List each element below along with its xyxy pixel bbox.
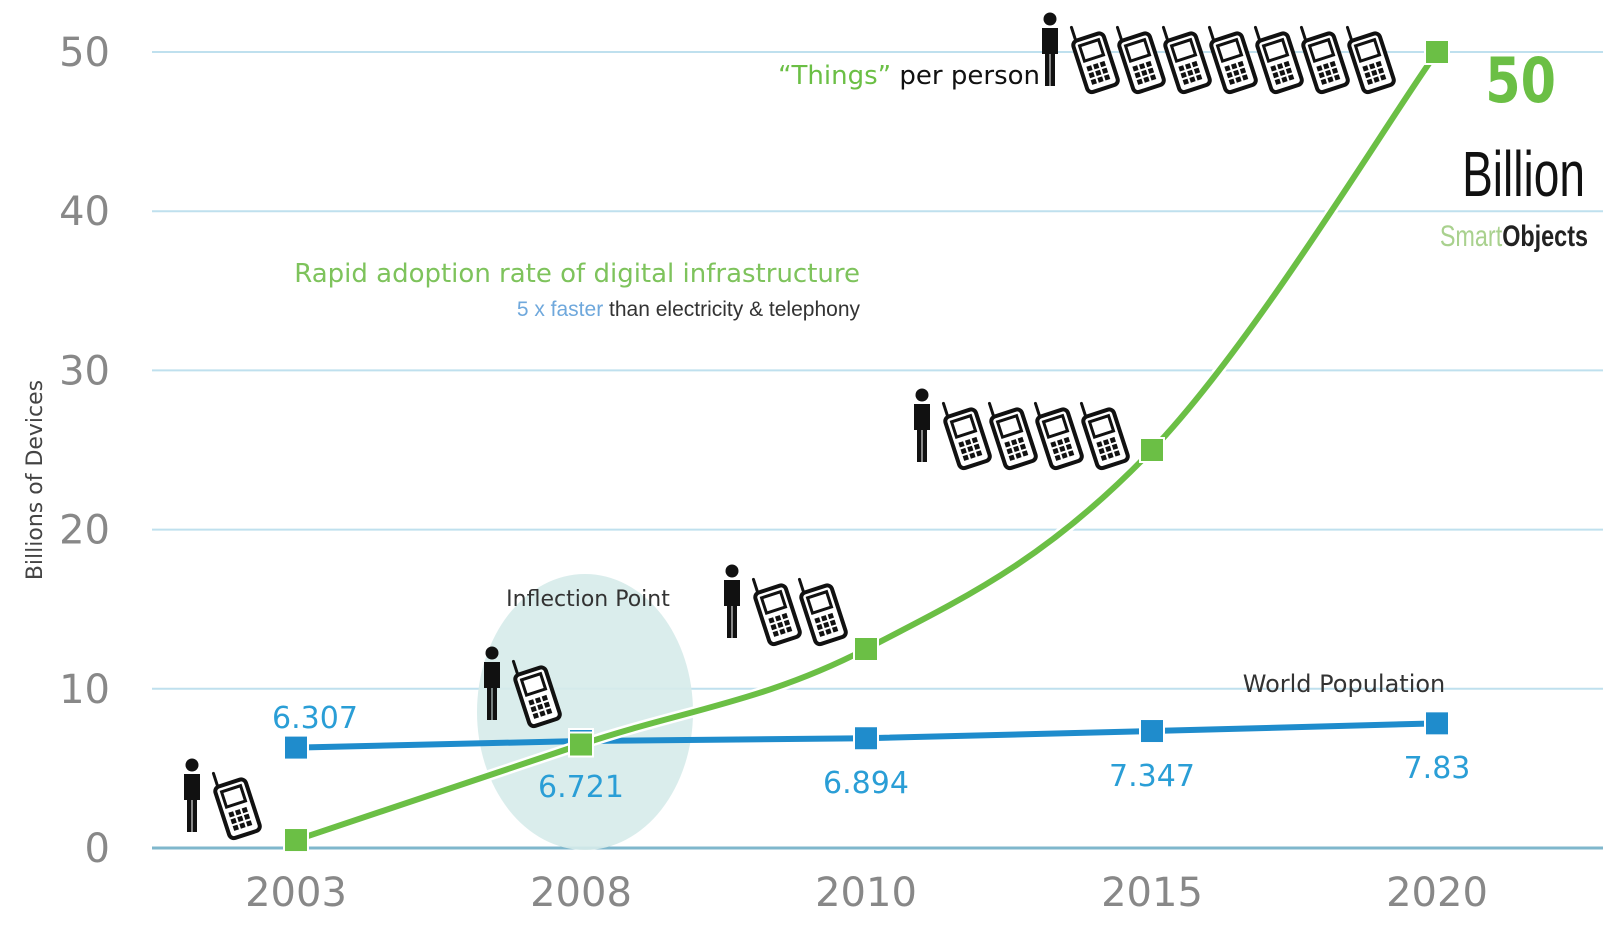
rapid-adoption-label: Rapid adoption rate of digital infrastru… [294,259,860,289]
icons-layer [184,12,1396,841]
world-population-point [283,734,309,761]
y-tick-label: 30 [59,348,110,394]
world-population-data-label: 6.307 [272,701,358,736]
x-tick-label: 2010 [815,870,917,916]
x-tick-label: 2003 [245,870,347,916]
big-number: 50 [1485,45,1556,117]
faster-label: 5 x faster than electricity & telephony [517,298,861,321]
world-population-point [1139,718,1165,745]
y-axis-label: Billions of Devices [23,380,48,580]
phone-icon [751,577,802,647]
phone-icon [941,401,992,471]
faster-text: 5 x faster [517,298,603,321]
phone-icon [1345,25,1396,95]
objects-text: Objects [1502,219,1588,252]
phone-icon [1207,25,1258,95]
inflection-point-highlight [477,574,693,850]
phone-icon [797,577,848,647]
device-point [283,827,309,854]
things-open-quote: “ [778,61,791,91]
series-layer: 6.307 6.721 6.894 7.347 7.83 [272,39,1471,854]
y-tick-label: 40 [59,189,110,235]
x-tick-label: 2020 [1386,870,1488,916]
things-close-quote: ” [878,61,891,91]
things-per-person-label: “Things” per person [778,61,1040,91]
device-line [295,50,1440,843]
world-population-point [1424,710,1450,737]
device-line-halo [294,48,1442,846]
y-tick-label: 0 [85,826,110,872]
x-tick-label: 2008 [530,870,632,916]
phone-icon [1253,25,1304,95]
world-population-label: World Population [1243,670,1446,698]
phone-icon [1033,401,1084,471]
world-population-data-label: 7.347 [1109,759,1195,794]
per-person-text: per person [891,61,1040,91]
person-icon [914,388,930,462]
device-point [853,636,879,662]
person-icon [724,564,740,638]
smart-objects-label: SmartObjects [1440,219,1588,252]
device-point [1139,437,1165,463]
device-point [1424,39,1450,65]
phone-icon [1299,25,1350,95]
phone-icon [1115,25,1166,95]
smart-text: Smart [1440,219,1503,252]
y-tick-label: 20 [59,508,110,554]
phone-icon [1079,401,1130,471]
world-population-point [853,725,879,752]
person-icon [1042,12,1058,86]
person-icon [484,646,500,720]
y-tick-label: 10 [59,667,110,713]
phone-icon [1069,25,1120,95]
phone-icon [1161,25,1212,95]
inflection-point-label: Inflection Point [506,587,670,612]
world-population-data-label: 6.894 [823,766,909,801]
things-word: Things [791,61,878,91]
device-point [568,731,594,758]
billion-label: Billion [1462,139,1585,210]
person-icon [184,758,200,832]
y-tick-label: 50 [59,30,110,76]
phone-icon [211,771,262,841]
grid [152,51,1603,690]
world-population-data-label: 7.83 [1404,751,1471,786]
than-text: than electricity & telephony [603,298,860,321]
x-tick-label: 2015 [1101,870,1203,916]
phone-icon [987,401,1038,471]
phone-icon [511,659,562,729]
axis: 0 10 20 30 40 50 2003 2008 2010 2015 2020 [59,30,1603,916]
world-population-data-label: 6.721 [538,770,624,805]
